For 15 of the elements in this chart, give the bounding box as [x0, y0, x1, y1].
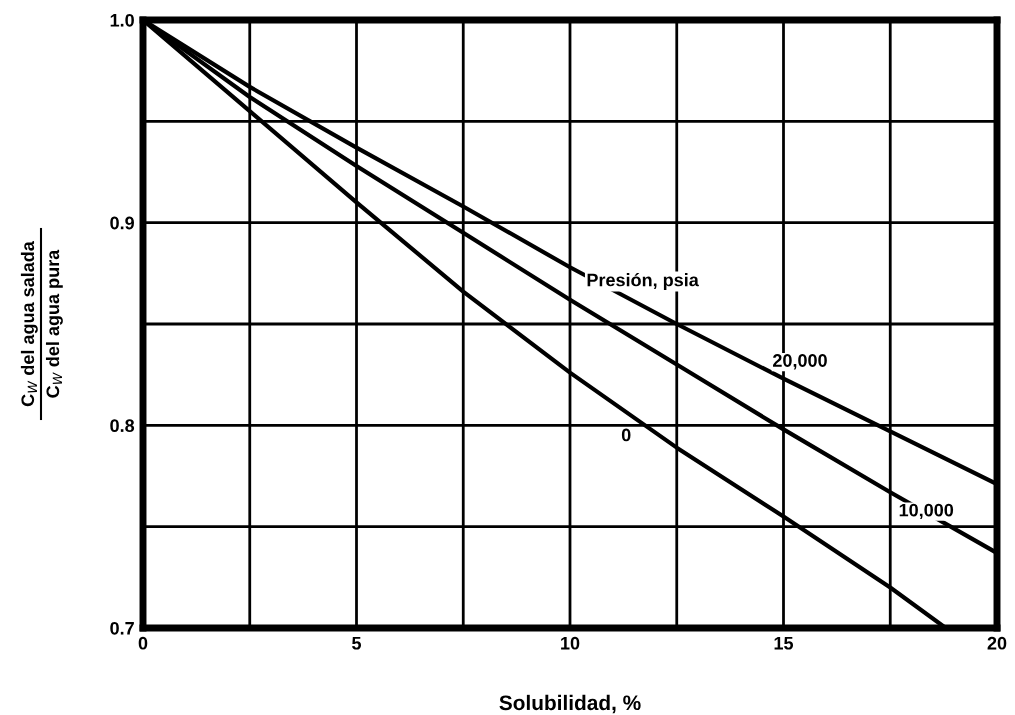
y-tick-label: 1.0 — [110, 13, 134, 27]
y-tick-label: 0.7 — [110, 621, 134, 635]
x-tick-label: 5 — [352, 637, 362, 650]
series-label: 10,000 — [899, 503, 954, 520]
x-tick-label: 15 — [774, 637, 794, 650]
x-tick-label: 20 — [987, 636, 1007, 650]
y-tick-label: 0.8 — [110, 419, 135, 433]
x-tick-label: 0 — [138, 636, 148, 650]
legend-title: Presión, psia — [587, 272, 699, 290]
x-axis-title: Solubilidad, % — [499, 694, 641, 714]
series-label: 0 — [621, 428, 631, 442]
series-label: 20,000 — [773, 354, 827, 370]
y-tick-label: 0.9 — [110, 216, 134, 230]
y-axis-title: C$_{W}$ del agua salada C$_{W}$ del agua pura — [20, 241, 63, 407]
x-tick-label: 10 — [561, 636, 580, 650]
